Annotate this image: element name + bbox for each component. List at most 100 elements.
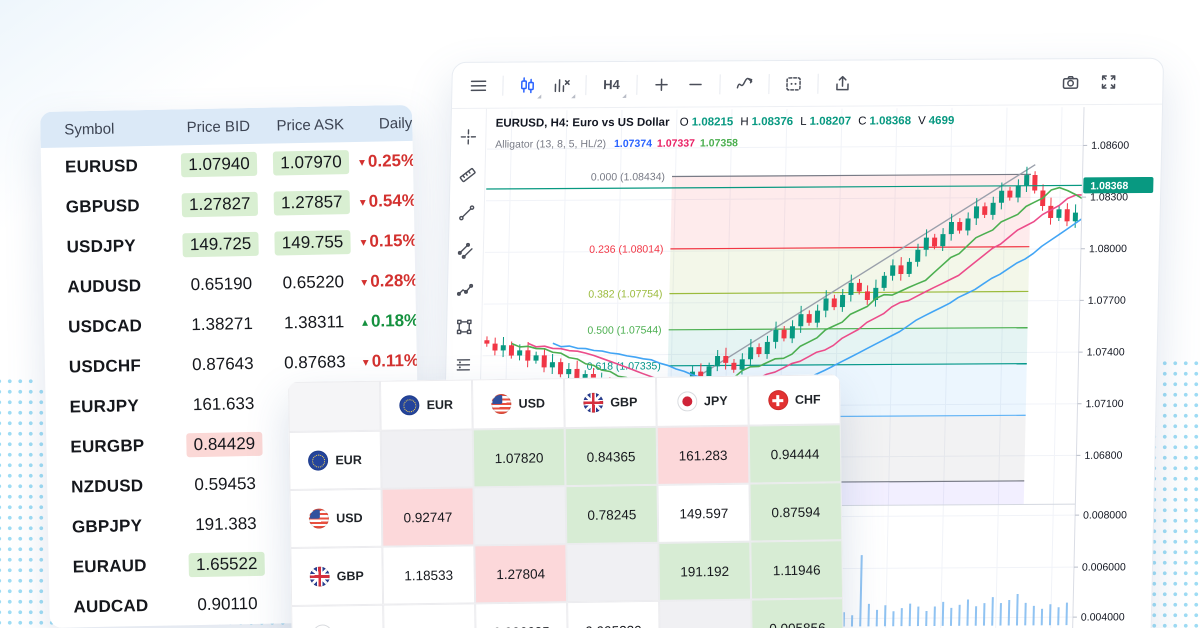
quote-bid: 0.65190 [190,273,253,295]
matrix-cell-GBP-CHF: 1.11946 [750,540,844,600]
matrix-header-GBP: GBP [563,376,657,429]
quote-daily-change: ▼0.28% [359,270,419,291]
polyline-icon [456,283,474,296]
quote-daily-change: ▼0.25% [356,150,417,171]
svg-text:0.000 (1.08434): 0.000 (1.08434) [591,171,665,183]
matrix-cell-EUR-GBP: 0.84365 [564,426,658,487]
trendline-button[interactable] [452,199,481,227]
calendar-button[interactable] [777,68,810,98]
fullscreen-button[interactable] [1092,66,1125,96]
quote-daily-change: ▼0.11% [360,350,420,371]
price-axis-labels: 1.08600 1.08300 1.08000 1.07700 1.07400 1.071… [1072,140,1129,624]
quote-ask: 1.38311 [283,312,345,333]
interval-button[interactable]: H4 [594,69,629,99]
polyline-button[interactable] [451,275,480,303]
last-price-line [486,184,1083,190]
quote-symbol: GBPUSD [65,196,140,217]
channel-button[interactable] [452,237,481,265]
matrix-cell-JPY-EUR: 0.006200 [383,603,476,628]
fib-retracement-button[interactable] [449,351,478,379]
candlestick-style-button[interactable] [511,70,544,100]
matrix-cell-JPY-GBP: 0.005230 [567,600,660,628]
matrix-cell-GBP-GBP [566,542,660,603]
currency-code: JPY [703,393,728,409]
quote-ask: 1.07970 [265,150,357,176]
toolbar-divider [636,74,638,95]
quote-symbol: NZDUSD [71,476,144,497]
trend-line [650,164,1036,407]
quote-daily-change: ▼0.15% [358,230,418,251]
flag-gbp-icon [309,566,330,587]
bar-style-button[interactable] [545,70,578,100]
zoom-in-button[interactable] [645,69,678,99]
svg-text:1.07700: 1.07700 [1088,295,1126,307]
matrix-row-label-USD: USD [289,488,383,548]
matrix-header-USD: USD [471,378,565,430]
svg-text:0.236 (1.08014): 0.236 (1.08014) [589,243,663,255]
quote-bid: 149.725 [174,231,266,258]
flag-usd-icon [309,508,330,529]
price-pane [484,164,1085,412]
quote-bid: 1.07940 [173,151,265,178]
drawing-toolbar [439,108,487,628]
indicator-button[interactable] [728,69,761,99]
matrix-cell-USD-EUR: 0.92747 [381,487,475,547]
flag-jpy-icon [312,624,333,628]
quotes-header-daily: Daily [378,114,413,132]
matrix-cell-USD-CHF: 0.87594 [749,482,843,542]
matrix-row-label-EUR: EUR [288,430,382,490]
matrix-corner-cell [288,380,381,432]
currency-code: GBP [336,568,364,584]
svg-text:0.008000: 0.008000 [1083,509,1127,521]
fullscreen-icon [1101,74,1116,89]
alligator-lips-line [511,186,1085,399]
svg-text:1.08368: 1.08368 [1090,180,1128,192]
chart-toolbar-left: H4 [462,67,1055,101]
quote-bid: 0.59453 [194,473,257,495]
calendar-icon [786,76,801,91]
ruler-button[interactable] [453,161,482,189]
matrix-cell-GBP-JPY: 191.192 [658,541,752,601]
quote-ask: 1.27857 [266,190,358,216]
currency-code: EUR [335,452,362,468]
matrix-cell-JPY-CHF: 0.005856 [751,598,844,628]
channel-icon [457,242,473,259]
camera-icon [1062,75,1079,89]
quote-bid: 0.87643 [191,353,254,375]
matrix-cell-EUR-CHF: 0.94444 [748,424,842,484]
quote-symbol: EURGBP [70,436,145,457]
camera-button[interactable] [1054,67,1087,97]
toolbar-divider [585,74,587,95]
bar-style-icon [554,78,570,92]
quotes-header-bid: Price BID [186,117,251,136]
flag-usd-icon [491,393,512,415]
flag-jpy-icon [676,391,698,412]
menu-button[interactable] [462,70,495,100]
matrix-cell-JPY-USD: 0.006685 [475,602,568,628]
matrix-header-EUR: EUR [379,379,473,431]
indicator-icon [736,77,753,89]
currency-code: CHF [794,392,821,407]
quote-ask: 0.65220 [282,272,345,293]
crosshair-button[interactable] [454,123,483,151]
matrix-cell-USD-JPY: 149.597 [657,483,751,543]
quote-symbol: USDCAD [67,316,143,337]
share-button[interactable] [826,68,859,98]
rectangle-icon [456,319,472,335]
ruler-icon [459,167,476,183]
quote-bid: 1.38271 [191,313,253,335]
quote-bid: 191.383 [195,513,257,535]
rectangle-button[interactable] [450,313,479,341]
svg-text:1.08600: 1.08600 [1091,140,1129,152]
price-axis-line [1071,107,1085,628]
alligator-jaw-line [552,200,1085,390]
crosshair-icon [460,129,477,145]
quote-bid: 0.84429 [178,431,270,458]
last-price-badge: 1.08368 [1083,176,1154,194]
alligator-teeth-line [527,194,1085,395]
zoom-out-button[interactable] [679,69,712,99]
quote-bid: 0.90110 [197,593,258,615]
candlestick-style-icon [521,76,534,93]
currency-matrix-panel: EUR USD GBP JPY CHF EUR 1.07820 0.84365 161.283 0… [288,374,844,628]
